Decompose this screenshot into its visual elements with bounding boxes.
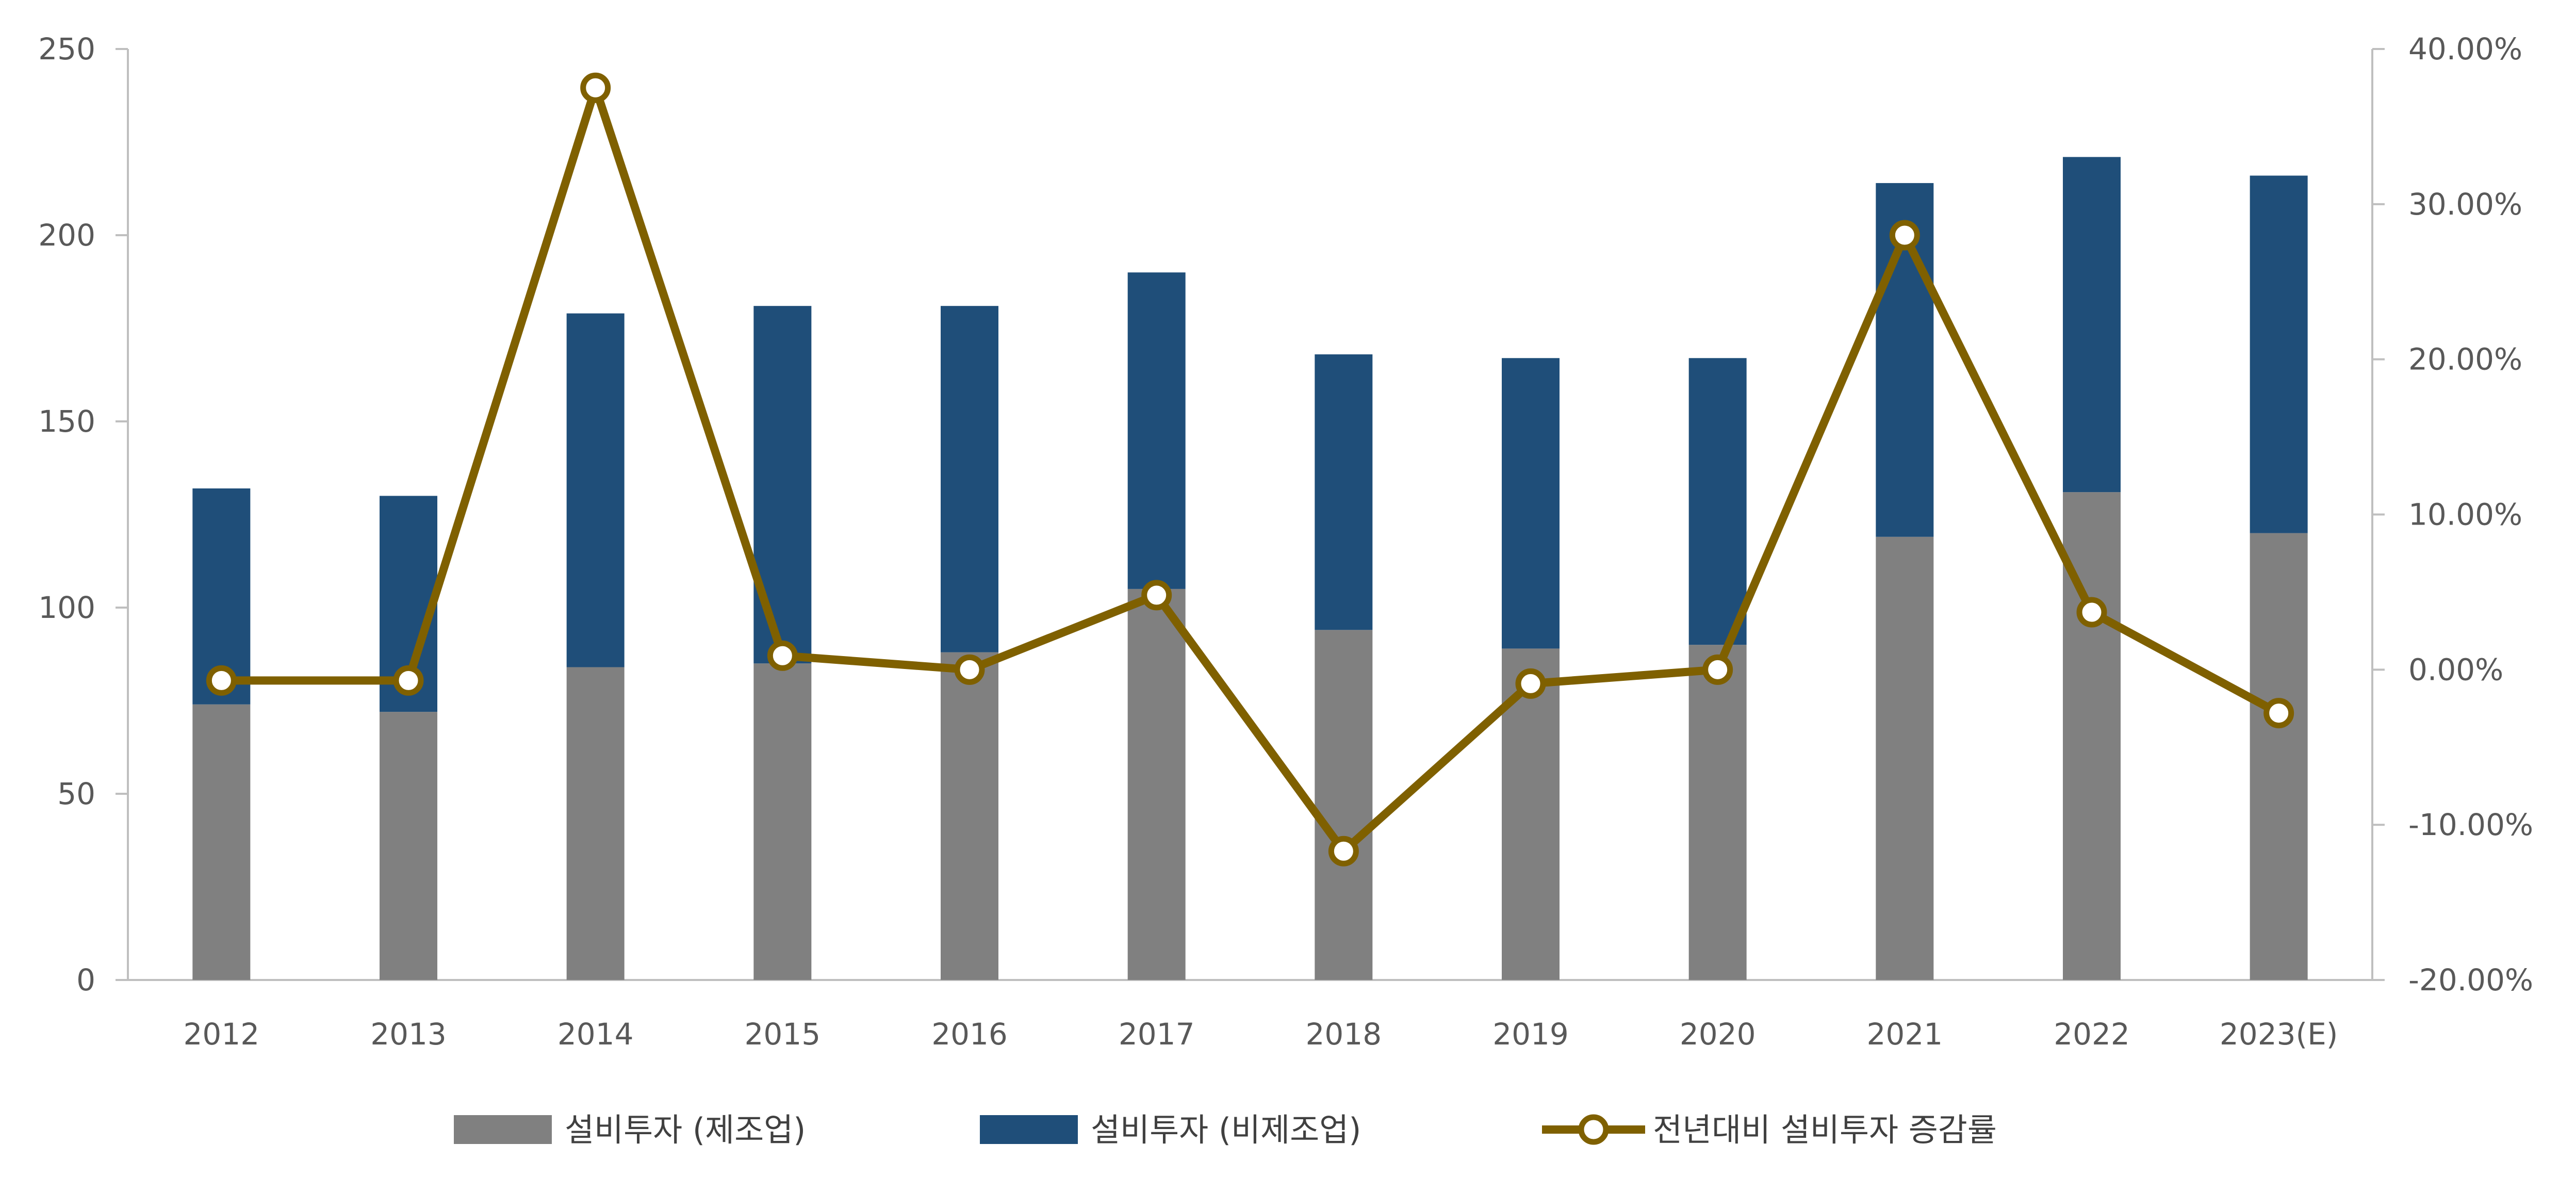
bar-non-manufacturing — [1315, 354, 1373, 630]
bar-manufacturing — [753, 663, 812, 980]
legend-swatch — [454, 1115, 552, 1144]
bar-non-manufacturing — [941, 306, 998, 652]
bar-manufacturing — [1876, 536, 1934, 980]
left-axis-tick-label: 200 — [38, 218, 95, 253]
left-axis-tick-label: 0 — [76, 962, 95, 998]
left-axis-tick-label: 100 — [38, 590, 95, 625]
legend-marker — [1578, 1114, 1609, 1145]
x-axis-tick-label: 2017 — [1119, 1017, 1195, 1052]
right-axis-tick-label: 30.00% — [2408, 187, 2522, 222]
legend-label: 설비투자 (제조업) — [565, 1111, 806, 1149]
bar-manufacturing — [2250, 533, 2308, 980]
bar-manufacturing — [192, 704, 251, 980]
growth-rate-point — [954, 654, 985, 685]
growth-rate-point — [580, 72, 611, 103]
bar-non-manufacturing — [753, 306, 812, 664]
x-axis-tick-label: 2023(E) — [2220, 1017, 2338, 1052]
line-series — [206, 72, 2294, 867]
bar-non-manufacturing — [566, 313, 625, 667]
bar-non-manufacturing — [2063, 157, 2121, 493]
bar-manufacturing — [1688, 645, 1747, 980]
growth-rate-point — [1141, 580, 1172, 611]
bar-manufacturing — [1315, 630, 1373, 980]
bar-non-manufacturing — [1127, 272, 1186, 589]
bar-manufacturing — [566, 667, 625, 980]
bar-non-manufacturing — [1502, 358, 1560, 649]
x-axis-tick-label: 2019 — [1492, 1017, 1569, 1052]
growth-rate-point — [767, 640, 798, 671]
legend-label: 전년대비 설비투자 증감률 — [1653, 1111, 1997, 1149]
bar-manufacturing — [941, 652, 998, 980]
growth-rate-point — [1702, 654, 1733, 685]
x-axis-tick-label: 2022 — [2054, 1017, 2130, 1052]
growth-rate-point — [1328, 836, 1359, 867]
growth-rate-point — [2076, 597, 2107, 628]
left-axis-tick-label: 250 — [38, 31, 95, 67]
x-axis-tick-label: 2021 — [1867, 1017, 1943, 1052]
x-axis-tick-label: 2015 — [745, 1017, 821, 1052]
right-axis-tick-label: 20.00% — [2408, 342, 2522, 377]
right-axis-tick-label: -20.00% — [2408, 962, 2533, 998]
growth-rate-point — [1515, 668, 1546, 699]
bar-non-manufacturing — [2250, 175, 2308, 533]
axes: 0 50 100 150 200 250 -20.00% -10.00% 0.00% 10.00%… — [38, 31, 2533, 1052]
growth-rate-point — [393, 665, 424, 696]
legend-swatch — [980, 1115, 1078, 1144]
bar-manufacturing — [1127, 589, 1186, 980]
left-axis-tick-label: 150 — [38, 404, 95, 439]
growth-rate-point — [2263, 698, 2294, 729]
right-axis-tick-label: 10.00% — [2408, 497, 2522, 532]
bar-non-manufacturing — [1688, 358, 1747, 645]
x-axis-tick-label: 2014 — [557, 1017, 634, 1052]
bar-manufacturing — [380, 712, 437, 980]
bar-series — [192, 157, 2308, 980]
right-axis-tick-label: 40.00% — [2408, 31, 2522, 67]
legend: 설비투자 (제조업) 설비투자 (비제조업) 전년대비 설비투자 증감률 — [454, 1111, 1997, 1149]
x-axis-tick-label: 2020 — [1680, 1017, 1756, 1052]
left-axis-tick-label: 50 — [57, 776, 95, 811]
growth-rate-point — [206, 665, 237, 696]
right-axis-tick-label: -10.00% — [2408, 807, 2533, 842]
growth-rate-point — [1889, 220, 1920, 251]
x-axis-tick-label: 2016 — [931, 1017, 1008, 1052]
legend-label: 설비투자 (비제조업) — [1091, 1111, 1361, 1149]
right-axis-tick-label: 0.00% — [2408, 652, 2503, 687]
growth-rate-line — [221, 84, 2281, 856]
x-axis-tick-label: 2018 — [1306, 1017, 1382, 1052]
x-axis-tick-label: 2013 — [370, 1017, 447, 1052]
x-axis-tick-label: 2012 — [184, 1017, 260, 1052]
